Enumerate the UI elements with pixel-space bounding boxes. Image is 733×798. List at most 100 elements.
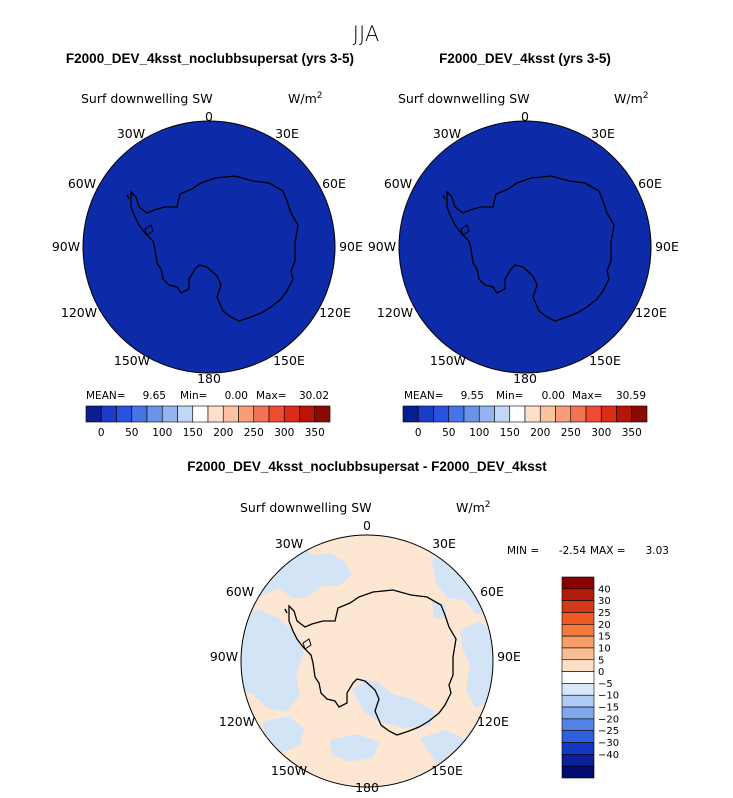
panel-1-lon-label-180: 180	[197, 371, 221, 386]
panel-1-lon-label-60e: 60E	[322, 176, 346, 191]
panel-3-colorbar-swatch-1	[561, 588, 595, 601]
panel-2-colorbar-swatch-14	[616, 405, 633, 423]
panel-1-lon-label-60w: 60W	[68, 176, 96, 191]
panel-1-colorbar-tick-7: 350	[305, 427, 325, 439]
panel-3-lon-label-180: 180	[355, 780, 379, 795]
panel-2-colorbar-tick-1: 50	[442, 427, 455, 439]
panel-2-colorbar-swatch-0	[402, 405, 419, 423]
panel-1-mean-value: 9.65	[143, 390, 166, 402]
panel-3-colorbar-tick-4: 15	[598, 632, 611, 643]
panel-3-colorbar-swatch-13	[561, 730, 595, 743]
panel-1-lon-label-150e: 150E	[273, 353, 305, 368]
panel-1-colorbar-tick-0: 0	[98, 427, 105, 439]
panel-3-stats: MIN = -2.54 MAX = 3.03	[507, 545, 669, 557]
panel-1-colorbar-swatch-10	[238, 405, 255, 423]
panel-2-lon-label-120e: 120E	[635, 305, 667, 320]
panel-2-lon-label-90e: 90E	[655, 239, 679, 254]
panel-1-antarctica-coastline	[126, 175, 299, 322]
panel-1-min-label: Min=	[180, 390, 207, 402]
panel-3-neg-region-south-center	[352, 680, 436, 728]
panel-2-colorbar-tick-7: 350	[622, 427, 642, 439]
panel-3-colorbar-swatch-7	[561, 659, 595, 672]
panel-1-colorbar-swatch-5	[161, 405, 178, 423]
panel-3-colorbar-swatch-5	[561, 635, 595, 649]
panel-3-map-border	[240, 534, 494, 788]
panel-1-lon-label-90w: 90W	[52, 239, 80, 254]
panel-1-colorbar-tick-4: 200	[213, 427, 233, 439]
panel-2-colorbar-tick-0: 0	[415, 427, 422, 439]
panel-3-colorbar-tick-8: −5	[598, 679, 613, 690]
panel-2-antarctica-coastline	[442, 175, 615, 322]
panel-3-lon-label-90w: 90W	[210, 649, 238, 664]
panel-3-lon-label-60e: 60E	[480, 584, 504, 599]
panel-3-colorbar-swatch-8	[561, 671, 595, 684]
panel-3-lon-label-120e: 120E	[477, 714, 509, 729]
panel-1-title: F2000_DEV_4ksst_noclubbsupersat (yrs 3-5…	[66, 51, 354, 66]
panel-3-neg-region-east-small	[432, 602, 446, 618]
panel-2-units: W/m2	[614, 91, 648, 106]
panel-3-colorbar-tick-6: 5	[598, 655, 604, 666]
panel-1-colorbar-swatch-12	[268, 405, 285, 423]
panel-3-colorbar-swatch-0	[561, 576, 595, 590]
panel-2-colorbar-swatch-13	[600, 405, 617, 423]
panel-3-colorbar-tick-5: 10	[598, 643, 611, 654]
panel-3-negative-regions	[241, 545, 493, 762]
panel-3-colorbar-swatch-15	[561, 754, 595, 767]
panel-3-lon-label-150e: 150E	[431, 763, 463, 778]
panel-1-colorbar-swatch-8	[207, 405, 224, 423]
panel-2-colorbar-swatch-8	[524, 405, 541, 423]
panel-3-neg-region-west	[241, 610, 304, 712]
panel-1-max-value: 30.02	[299, 390, 329, 402]
panel-1-min-value: 0.00	[225, 390, 248, 402]
panel-2-colorbar-swatch-3	[448, 405, 465, 423]
season-title: JJA	[353, 22, 379, 46]
panel-1-lon-label-90e: 90E	[339, 239, 363, 254]
panel-3-antarctica-coastline	[284, 589, 457, 736]
panel-3-neg-region-south	[330, 734, 380, 762]
panel-2-colorbar-swatch-12	[585, 405, 602, 423]
panel-2-lon-label-30w: 30W	[433, 126, 461, 141]
panel-1-colorbar-swatch-7	[192, 405, 209, 423]
panel-3-colorbar-tick-10: −15	[598, 703, 619, 714]
panel-2-colorbar-swatch-1	[417, 405, 434, 423]
panel-3-colorbar-tick-2: 25	[598, 608, 611, 619]
panel-2-colorbar-swatch-11	[570, 405, 587, 423]
panel-2-lon-label-150e: 150E	[589, 353, 621, 368]
panel-2-mean-value: 9.55	[461, 390, 484, 402]
panel-3-units: W/m2	[456, 500, 490, 515]
panel-1-colorbar-swatch-4	[146, 405, 163, 423]
panel-3-lon-label-90e: 90E	[497, 649, 521, 664]
panel-1-colorbar-tick-5: 250	[244, 427, 264, 439]
panel-2-colorbar-tick-2: 100	[469, 427, 489, 439]
panel-3-colorbar-swatch-9	[561, 683, 595, 696]
panel-2-max-value: 30.59	[616, 390, 646, 402]
panel-2-stats: MEAN= 9.55 Min= 0.00 Max= 30.59	[404, 390, 646, 402]
panel-2-min-value: 0.00	[542, 390, 565, 402]
panel-3-title: F2000_DEV_4ksst_noclubbsupersat - F2000_…	[187, 459, 547, 474]
panel-2-lon-label-60w: 60W	[384, 176, 412, 191]
panel-1-colorbar-tick-3: 150	[183, 427, 203, 439]
panel-3-colorbar-swatch-11	[561, 706, 595, 720]
panel-1-lon-label-0: 0	[205, 109, 213, 124]
panel-1-colorbar-tick-2: 100	[152, 427, 172, 439]
panel-3-colorbar-swatch-16	[561, 765, 595, 779]
panel-1-colorbar: 0 50 100 150 200 250 300 350	[85, 405, 331, 439]
panel-2-max-label: Max=	[572, 390, 603, 402]
panel-2-colorbar-tick-6: 300	[591, 427, 611, 439]
panel-2: F2000_DEV_4ksst (yrs 3-5) Surf downwelli…	[368, 51, 679, 439]
panel-2-lon-label-120w: 120W	[377, 305, 413, 320]
panel-2-colorbar-tick-3: 150	[500, 427, 520, 439]
panel-2-colorbar-swatch-9	[539, 405, 556, 423]
panel-1-map-disk	[82, 120, 336, 374]
panel-3-max-label: MAX =	[590, 545, 626, 557]
panel-2-colorbar-swatch-6	[494, 405, 511, 423]
panel-1-colorbar-swatch-0	[85, 405, 102, 423]
panel-3-colorbar-swatch-2	[561, 600, 595, 613]
panel-3-colorbar-tick-0: 40	[598, 584, 611, 595]
panel-2-lon-label-90w: 90W	[368, 239, 396, 254]
panel-2-mean-label: MEAN=	[404, 390, 444, 402]
panel-1-stats: MEAN= 9.65 Min= 0.00 Max= 30.02	[86, 390, 329, 402]
panel-3-colorbar-tick-11: −20	[598, 714, 619, 725]
